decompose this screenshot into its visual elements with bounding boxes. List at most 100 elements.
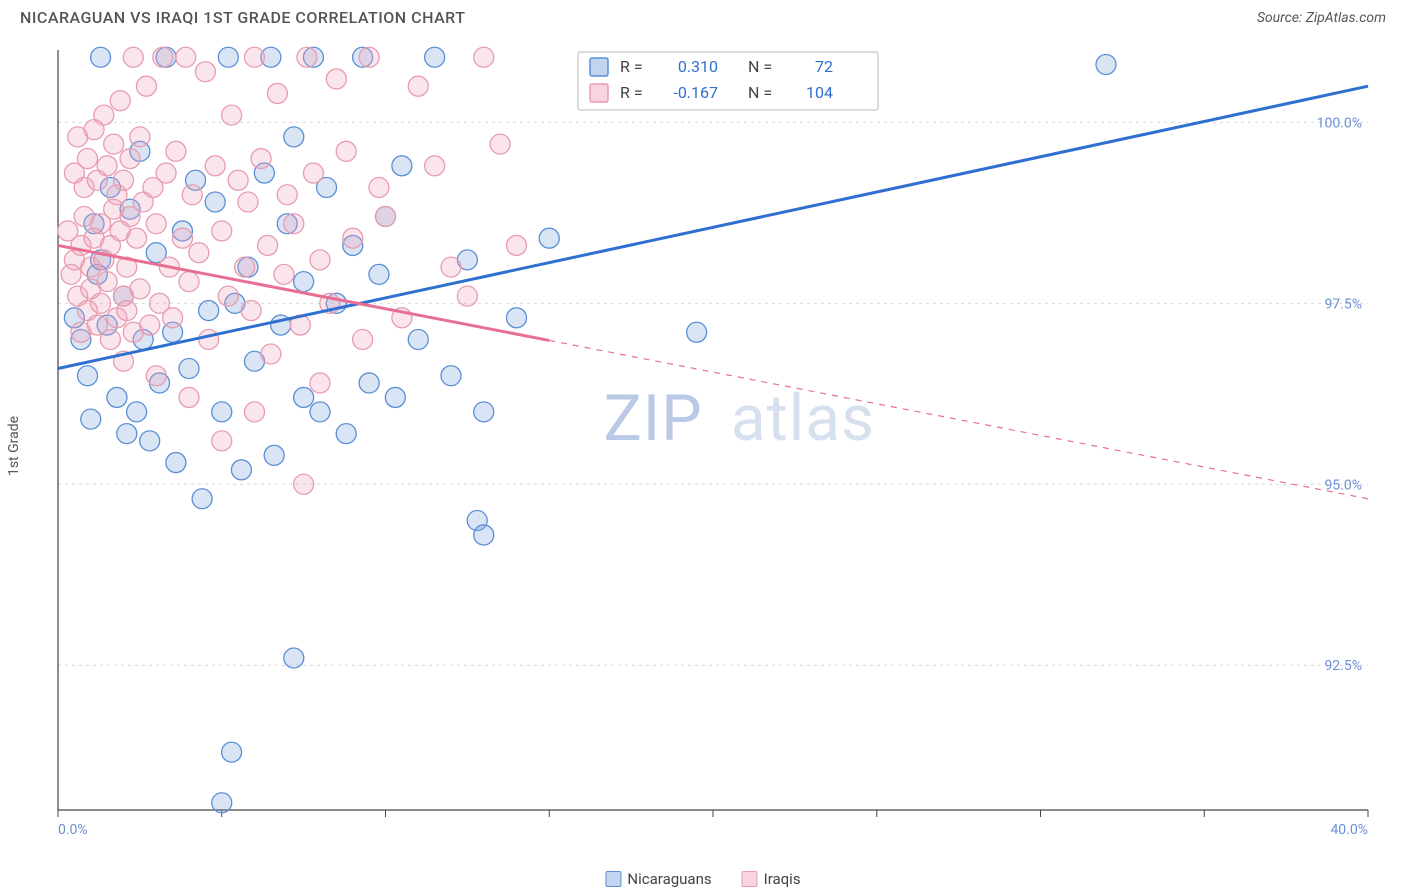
stat-r-label: R = <box>620 57 643 76</box>
legend-label: Nicaraguans <box>627 870 711 888</box>
stat-n-label: N = <box>748 83 772 102</box>
scatter-point <box>408 330 428 350</box>
scatter-point <box>107 387 127 407</box>
scatter-point <box>326 69 346 89</box>
scatter-point <box>156 163 176 183</box>
scatter-point <box>166 141 186 161</box>
scatter-point <box>81 409 101 429</box>
scatter-point <box>195 62 215 82</box>
scatter-point <box>77 366 97 386</box>
stat-r-value: -0.167 <box>673 83 718 102</box>
bottom-legend: Nicaraguans Iraqis <box>605 870 800 888</box>
chart-header: NICARAGUAN VS IRAQI 1ST GRADE CORRELATIO… <box>0 0 1406 33</box>
scatter-point <box>222 742 242 762</box>
scatter-point <box>539 228 559 248</box>
scatter-point <box>425 156 445 176</box>
scatter-point <box>245 402 265 422</box>
scatter-point <box>212 221 232 241</box>
scatter-point <box>212 793 232 813</box>
scatter-point <box>264 445 284 465</box>
legend-item-iraqis: Iraqis <box>742 870 801 888</box>
scatter-point <box>205 156 225 176</box>
scatter-point <box>189 243 209 263</box>
scatter-point <box>123 47 143 67</box>
scatter-point <box>218 47 238 67</box>
scatter-point <box>251 149 271 169</box>
scatter-point <box>166 453 186 473</box>
scatter-point <box>146 366 166 386</box>
stat-n-label: N = <box>748 57 772 76</box>
stat-n-value: 104 <box>806 83 833 102</box>
scatter-point <box>284 127 304 147</box>
stat-n-value: 72 <box>815 57 833 76</box>
scatter-point <box>369 264 389 284</box>
scatter-point <box>91 293 111 313</box>
scatter-point <box>507 235 527 255</box>
scatter-point <box>336 141 356 161</box>
scatter-point <box>441 257 461 277</box>
y-gridline-label: 92.5% <box>1324 658 1362 674</box>
scatter-point <box>490 134 510 154</box>
x-axis-label: 40.0% <box>1330 822 1368 838</box>
scatter-point <box>91 47 111 67</box>
scatter-point <box>104 134 124 154</box>
scatter-point <box>228 170 248 190</box>
scatter-point <box>303 163 323 183</box>
scatter-point <box>310 373 330 393</box>
scatter-point <box>376 206 396 226</box>
scatter-point <box>179 272 199 292</box>
scatter-point <box>172 228 192 248</box>
scatter-point <box>117 424 137 444</box>
scatter-point <box>274 264 294 284</box>
scatter-point <box>474 525 494 545</box>
scatter-point <box>474 402 494 422</box>
scatter-point <box>130 127 150 147</box>
scatter-point <box>369 178 389 198</box>
scatter-point <box>136 76 156 96</box>
y-gridline-label: 97.5% <box>1324 296 1362 312</box>
scatter-point <box>297 47 317 67</box>
scatter-point <box>100 330 120 350</box>
scatter-point <box>258 235 278 255</box>
stat-swatch <box>590 58 608 76</box>
x-axis-label: 0.0% <box>58 822 88 838</box>
scatter-point <box>140 431 160 451</box>
chart-svg: 92.5%95.0%97.5%100.0%ZIPatlas0.0%40.0%R … <box>48 40 1388 840</box>
scatter-point <box>241 301 261 321</box>
scatter-point <box>117 301 137 321</box>
y-axis-label: 1st Grade <box>6 416 22 476</box>
scatter-point <box>110 91 130 111</box>
scatter-point <box>218 286 238 306</box>
scatter-point <box>385 387 405 407</box>
scatter-point <box>199 330 219 350</box>
scatter-point <box>425 47 445 67</box>
scatter-point <box>310 402 330 422</box>
scatter-point <box>77 149 97 169</box>
scatter-point <box>140 315 160 335</box>
scatter-point <box>97 272 117 292</box>
scatter-point <box>179 387 199 407</box>
chart-source: Source: ZipAtlas.com <box>1257 10 1386 26</box>
chart-container: NICARAGUAN VS IRAQI 1ST GRADE CORRELATIO… <box>0 0 1406 892</box>
stat-r-label: R = <box>620 83 643 102</box>
chart-title: NICARAGUAN VS IRAQI 1ST GRADE CORRELATIO… <box>20 8 465 27</box>
scatter-point <box>127 402 147 422</box>
scatter-point <box>176 47 196 67</box>
scatter-point <box>146 214 166 234</box>
scatter-point <box>359 373 379 393</box>
scatter-point <box>238 192 258 212</box>
scatter-point <box>212 431 232 451</box>
stat-swatch <box>590 84 608 102</box>
scatter-point <box>231 460 251 480</box>
scatter-point <box>94 105 114 125</box>
scatter-point <box>441 366 461 386</box>
stat-r-value: 0.310 <box>678 57 718 76</box>
scatter-point <box>179 358 199 378</box>
scatter-point <box>457 286 477 306</box>
scatter-point <box>359 47 379 67</box>
scatter-point <box>687 322 707 342</box>
scatter-point <box>310 250 330 270</box>
trend-line-solid <box>58 86 1368 368</box>
chart-plot-area: 92.5%95.0%97.5%100.0%ZIPatlas0.0%40.0%R … <box>48 40 1388 840</box>
watermark-atlas: atlas <box>731 381 875 456</box>
